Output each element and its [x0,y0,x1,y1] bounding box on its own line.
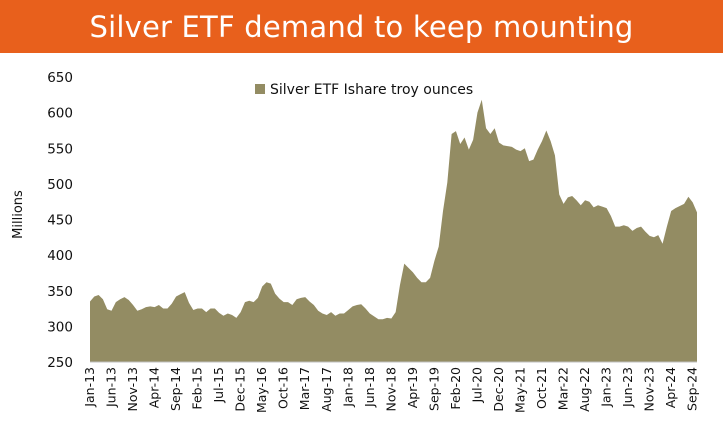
y-tick-label: 250 [47,355,73,371]
x-tick-label: Dec-20 [491,367,506,412]
x-tick-label: Apr-14 [147,367,162,408]
x-tick-label: Jan-13 [82,367,97,408]
x-tick-label: Sep-24 [685,367,700,411]
x-tick-label: Oct-21 [534,367,549,409]
y-tick-label: 600 [47,106,73,122]
x-tick-label: Jan-18 [340,367,355,408]
x-tick-label: Mar-22 [556,367,571,410]
x-tick-label: Nov-23 [642,367,657,411]
legend-swatch [255,84,265,94]
title-banner: Silver ETF demand to keep mounting [0,0,723,53]
area-chart: 250 300 350 400 450 500 550 600 650 Millions Sil… [11,70,700,413]
x-tick-label: Jul-20 [469,367,484,404]
x-tick-label: Jun-18 [362,367,377,408]
x-tick-label: Oct-16 [276,367,291,409]
x-tick-label: Aug-17 [319,367,334,412]
x-tick-label: Sep-19 [426,367,441,411]
x-tick-label: Jun-23 [620,367,635,408]
x-tick-label: Mar-17 [297,367,312,410]
x-tick-label: Jan-23 [599,367,614,408]
x-tick-label: Feb-15 [190,367,205,410]
x-tick-label: May-21 [512,367,527,413]
legend-label: Silver ETF Ishare troy ounces [270,82,473,98]
y-tick-label: 450 [47,213,73,229]
y-tick-label: 650 [47,70,73,86]
chart-title: Silver ETF demand to keep mounting [89,9,634,44]
y-tick-label: 550 [47,141,73,157]
y-tick-label: 500 [47,177,73,193]
x-tick-label: Dec-15 [233,367,248,412]
y-tick-label: 300 [47,319,73,335]
x-tick-label: May-16 [254,367,269,413]
x-tick-label: Apr-24 [663,367,678,408]
series-area-silver-etf [90,99,697,363]
x-tick-label: Jul-15 [211,367,226,404]
x-axis: Jan-13 Jun-13 Nov-13 Apr-14 Sep-14 Feb-15 Jul-… [82,367,700,413]
x-tick-label: Jun-13 [104,367,119,408]
x-tick-label: Feb-20 [448,367,463,410]
y-tick-label: 400 [47,248,73,264]
x-tick-label: Sep-14 [168,367,183,411]
x-tick-label: Nov-18 [383,367,398,412]
y-axis: 250 300 350 400 450 500 550 600 650 [47,70,73,371]
y-axis-title: Millions [11,190,26,239]
x-tick-label: Nov-13 [125,367,140,411]
x-tick-label: Apr-19 [405,367,420,408]
x-tick-label: Aug-22 [577,367,592,412]
legend: Silver ETF Ishare troy ounces [255,82,473,98]
y-tick-label: 350 [47,284,73,300]
